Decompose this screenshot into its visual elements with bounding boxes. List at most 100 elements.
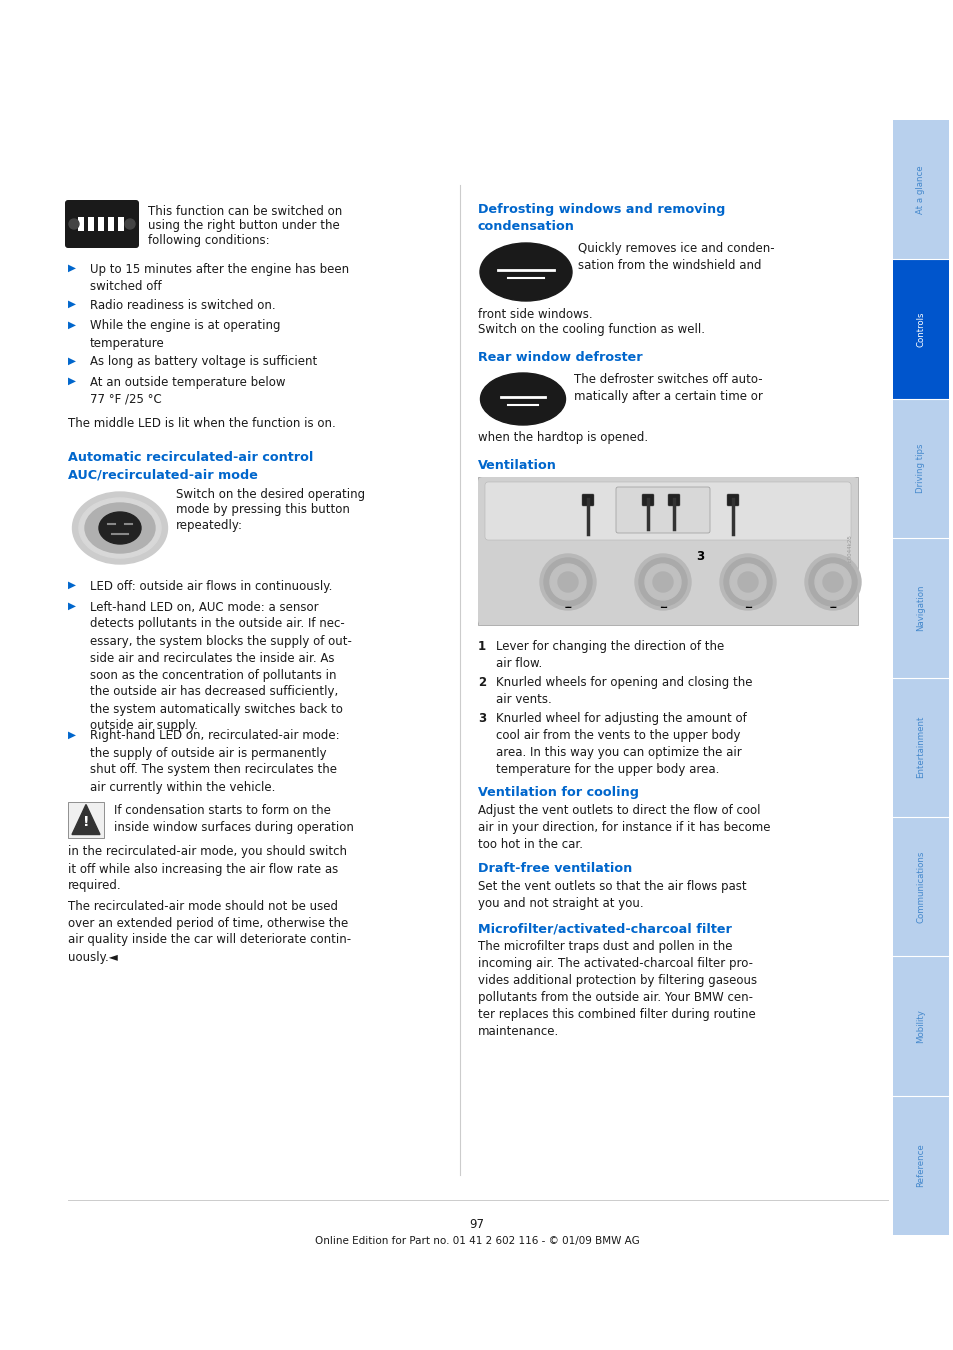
FancyBboxPatch shape — [581, 494, 594, 506]
Text: using the right button under the: using the right button under the — [148, 220, 339, 232]
Circle shape — [550, 564, 585, 599]
Bar — [98, 217, 104, 231]
Circle shape — [539, 554, 596, 610]
Text: While the engine is at operating
temperature: While the engine is at operating tempera… — [90, 320, 280, 350]
Text: when the hardtop is opened.: when the hardtop is opened. — [477, 431, 647, 444]
Circle shape — [639, 558, 686, 606]
Text: Defrosting windows and removing: Defrosting windows and removing — [477, 202, 724, 216]
Text: Set the vent outlets so that the air flows past
you and not straight at you.: Set the vent outlets so that the air flo… — [477, 880, 746, 910]
Circle shape — [822, 572, 842, 593]
Circle shape — [635, 554, 690, 610]
Text: 3: 3 — [477, 711, 486, 725]
Text: Entertainment: Entertainment — [916, 716, 924, 779]
Text: Switch on the desired operating: Switch on the desired operating — [175, 487, 365, 501]
Text: Knurled wheels for opening and closing the
air vents.: Knurled wheels for opening and closing t… — [496, 676, 752, 706]
Text: condensation: condensation — [477, 220, 575, 234]
Bar — [892, 398, 948, 539]
Text: ▶: ▶ — [68, 320, 76, 329]
FancyBboxPatch shape — [484, 482, 850, 540]
FancyBboxPatch shape — [616, 487, 709, 533]
Bar — [479, 479, 855, 622]
Text: 1: 1 — [563, 598, 572, 612]
Circle shape — [644, 564, 680, 599]
Circle shape — [652, 572, 672, 593]
Text: The microfilter traps dust and pollen in the
incoming air. The activated-charcoa: The microfilter traps dust and pollen in… — [477, 940, 757, 1038]
Text: Mobility: Mobility — [916, 1008, 924, 1042]
Circle shape — [125, 219, 135, 230]
FancyBboxPatch shape — [477, 477, 857, 625]
Text: 2: 2 — [743, 598, 751, 612]
Circle shape — [808, 558, 856, 606]
Ellipse shape — [479, 243, 572, 301]
Text: 3: 3 — [695, 551, 703, 563]
Text: ▶: ▶ — [68, 355, 76, 366]
Bar — [892, 1096, 948, 1235]
Text: Ventilation for cooling: Ventilation for cooling — [477, 786, 639, 799]
Text: This function can be switched on: This function can be switched on — [148, 205, 342, 217]
Text: Navigation: Navigation — [916, 585, 924, 630]
Text: mode by pressing this button: mode by pressing this button — [175, 504, 350, 517]
Text: ▶: ▶ — [68, 729, 76, 740]
FancyBboxPatch shape — [65, 200, 139, 248]
Text: Adjust the vent outlets to direct the flow of cool
air in your direction, for in: Adjust the vent outlets to direct the fl… — [477, 805, 770, 850]
Bar — [892, 817, 948, 956]
Text: Ventilation: Ventilation — [477, 459, 557, 472]
Text: Communications: Communications — [916, 850, 924, 923]
Bar — [78, 217, 84, 231]
Bar — [118, 217, 124, 231]
Text: Online Edition for Part no. 01 41 2 602 116 - © 01/09 BMW AG: Online Edition for Part no. 01 41 2 602 … — [314, 1237, 639, 1246]
Text: AUC/recirculated-air mode: AUC/recirculated-air mode — [68, 468, 257, 481]
Circle shape — [804, 554, 861, 610]
Text: The defroster switches off auto-
matically after a certain time or: The defroster switches off auto- matical… — [574, 373, 762, 404]
Text: At a glance: At a glance — [916, 166, 924, 215]
Text: ▶: ▶ — [68, 580, 76, 590]
Circle shape — [738, 572, 758, 593]
Text: 1: 1 — [828, 598, 836, 612]
Text: At an outside temperature below
77 °F /25 °C: At an outside temperature below 77 °F /2… — [90, 377, 285, 406]
Bar — [892, 956, 948, 1096]
Ellipse shape — [99, 512, 141, 544]
Text: ▶: ▶ — [68, 601, 76, 610]
Bar — [892, 678, 948, 817]
Bar — [892, 539, 948, 678]
Text: Rear window defroster: Rear window defroster — [477, 351, 642, 364]
Ellipse shape — [85, 504, 154, 554]
Text: 97: 97 — [469, 1218, 484, 1231]
Ellipse shape — [72, 491, 168, 564]
Circle shape — [729, 564, 765, 599]
Text: ▶: ▶ — [68, 263, 76, 273]
Text: The middle LED is lit when the function is on.: The middle LED is lit when the function … — [68, 417, 335, 431]
Text: Switch on the cooling function as well.: Switch on the cooling function as well. — [477, 323, 704, 336]
Text: Driving tips: Driving tips — [916, 444, 924, 493]
Text: 2: 2 — [477, 676, 486, 688]
Text: repeatedly:: repeatedly: — [175, 518, 243, 532]
Text: !: ! — [83, 814, 90, 829]
Text: Quickly removes ice and conden-
sation from the windshield and: Quickly removes ice and conden- sation f… — [578, 242, 774, 271]
Bar — [88, 217, 94, 231]
Bar — [477, 477, 857, 625]
Bar — [68, 802, 104, 837]
Text: LED off: outside air flows in continuously.: LED off: outside air flows in continuous… — [90, 580, 332, 593]
Text: Right-hand LED on, recirculated-air mode:
the supply of outside air is permanent: Right-hand LED on, recirculated-air mode… — [90, 729, 339, 794]
Text: ▶: ▶ — [68, 377, 76, 386]
Circle shape — [558, 572, 578, 593]
Text: in the recirculated-air mode, you should switch
it off while also increasing the: in the recirculated-air mode, you should… — [68, 845, 347, 892]
Text: Automatic recirculated-air control: Automatic recirculated-air control — [68, 451, 313, 464]
Text: 2: 2 — [659, 598, 666, 612]
Text: front side windows.: front side windows. — [477, 308, 592, 321]
Text: Lever for changing the direction of the
air flow.: Lever for changing the direction of the … — [496, 640, 723, 670]
Text: ▶: ▶ — [68, 298, 76, 309]
Bar — [108, 217, 113, 231]
FancyBboxPatch shape — [667, 494, 679, 506]
Circle shape — [720, 554, 775, 610]
Circle shape — [543, 558, 592, 606]
Bar — [892, 120, 948, 259]
Circle shape — [723, 558, 771, 606]
Text: 1: 1 — [477, 640, 486, 653]
Text: Draft-free ventilation: Draft-free ventilation — [477, 863, 632, 875]
Circle shape — [69, 219, 79, 230]
Text: Knurled wheel for adjusting the amount of
cool air from the vents to the upper b: Knurled wheel for adjusting the amount o… — [496, 711, 746, 776]
Circle shape — [814, 564, 850, 599]
Text: Microfilter/activated-charcoal filter: Microfilter/activated-charcoal filter — [477, 922, 731, 936]
FancyBboxPatch shape — [641, 494, 654, 506]
